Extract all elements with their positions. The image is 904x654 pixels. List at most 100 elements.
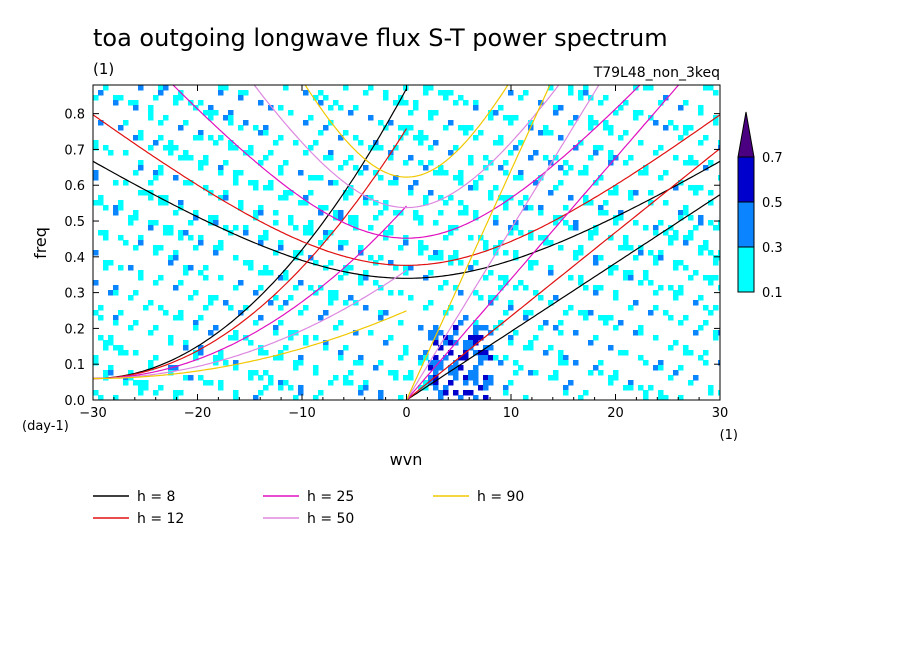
spectrum-cell xyxy=(493,295,499,301)
spectrum-cell xyxy=(683,350,689,356)
spectrum-cell xyxy=(113,395,119,400)
spectrum-cell xyxy=(123,180,129,186)
spectrum-cell xyxy=(213,140,219,146)
spectrum-cell xyxy=(253,290,259,296)
spectrum-cell xyxy=(303,225,309,231)
spectrum-cell xyxy=(268,300,274,306)
spectrum-cell xyxy=(438,170,444,176)
spectrum-cell xyxy=(293,395,299,400)
spectrum-cell xyxy=(683,210,689,216)
spectrum-cell xyxy=(508,150,514,156)
spectrum-cell xyxy=(163,85,169,91)
spectrum-cell xyxy=(698,325,704,331)
spectrum-cell xyxy=(323,235,329,241)
spectrum-cell xyxy=(463,210,469,216)
spectrum-cell xyxy=(178,280,184,286)
spectrum-cell xyxy=(473,340,479,346)
spectrum-cell xyxy=(243,305,249,311)
spectrum-cell xyxy=(643,270,649,276)
spectrum-cell xyxy=(208,115,214,121)
spectrum-cell xyxy=(268,380,274,386)
spectrum-cell xyxy=(278,320,284,326)
spectrum-cell xyxy=(228,305,234,311)
spectrum-cell xyxy=(333,100,339,106)
spectrum-cell xyxy=(278,355,284,361)
spectrum-cell xyxy=(418,250,424,256)
spectrum-cell xyxy=(708,160,714,166)
spectrum-cell xyxy=(378,210,384,216)
spectrum-cell xyxy=(653,150,659,156)
spectrum-cell xyxy=(393,145,399,151)
spectrum-cell xyxy=(298,360,304,366)
spectrum-cell xyxy=(568,225,574,231)
spectrum-cell xyxy=(343,375,349,381)
spectrum-cell xyxy=(648,310,654,316)
spectrum-cell xyxy=(248,265,254,271)
y-tick-label: 0.7 xyxy=(64,143,85,158)
spectrum-cell xyxy=(698,220,704,226)
spectrum-cell xyxy=(198,375,204,381)
spectrum-cell xyxy=(253,180,259,186)
spectrum-cell xyxy=(273,250,279,256)
x-tick-label: 30 xyxy=(712,406,729,421)
spectrum-cell xyxy=(668,345,674,351)
spectrum-cell xyxy=(563,170,569,176)
spectrum-cell xyxy=(553,185,559,191)
spectrum-cell xyxy=(603,200,609,206)
spectrum-cell xyxy=(348,190,354,196)
spectrum-cell xyxy=(563,310,569,316)
spectrum-cell xyxy=(698,250,704,256)
spectrum-cell xyxy=(188,265,194,271)
spectrum-cell xyxy=(438,330,444,336)
spectrum-cell xyxy=(458,200,464,206)
spectrum-cell xyxy=(193,350,199,356)
spectrum-cell xyxy=(278,385,284,391)
dispersion-curve-25 xyxy=(93,205,407,380)
spectrum-cell xyxy=(438,365,444,371)
spectrum-cell xyxy=(373,365,379,371)
spectrum-cell xyxy=(523,395,529,400)
spectrum-cell xyxy=(303,230,309,236)
spectrum-cell xyxy=(368,145,374,151)
spectrum-cell xyxy=(98,335,104,341)
spectrum-cell xyxy=(598,255,604,261)
spectrum-cell xyxy=(343,160,349,166)
spectrum-cell xyxy=(623,160,629,166)
dispersion-curve-12 xyxy=(93,114,720,266)
spectrum-cell xyxy=(378,360,384,366)
spectrum-cell xyxy=(718,140,720,146)
spectrum-cell xyxy=(573,360,579,366)
spectrum-cell xyxy=(128,265,134,271)
spectrum-cell xyxy=(233,255,239,261)
spectrum-cell xyxy=(288,335,294,341)
spectrum-cell xyxy=(303,90,309,96)
spectrum-cell xyxy=(648,190,654,196)
spectrum-cell xyxy=(343,380,349,386)
spectrum-cell xyxy=(108,290,114,296)
spectrum-cell xyxy=(338,135,344,141)
spectrum-cell xyxy=(708,220,714,226)
spectrum-cell xyxy=(503,170,509,176)
spectrum-cell xyxy=(563,220,569,226)
spectrum-cell xyxy=(458,355,464,361)
spectrum-cell xyxy=(413,105,419,111)
spectrum-cell xyxy=(598,285,604,291)
spectrum-cell xyxy=(448,370,454,376)
spectrum-cell xyxy=(423,200,429,206)
spectrum-cell xyxy=(158,245,164,251)
spectrum-cell xyxy=(708,280,714,286)
spectrum-cell xyxy=(653,260,659,266)
spectrum-cell xyxy=(443,170,449,176)
spectrum-cell xyxy=(203,160,209,166)
spectrum-cell xyxy=(198,165,204,171)
spectrum-cell xyxy=(228,145,234,151)
spectrum-cell xyxy=(598,205,604,211)
spectrum-cell xyxy=(428,160,434,166)
spectrum-cell xyxy=(443,200,449,206)
spectrum-cell xyxy=(278,135,284,141)
spectrum-cell xyxy=(713,335,719,341)
spectrum-cell xyxy=(223,85,229,91)
power-spectrum-field xyxy=(93,85,720,400)
spectrum-cell xyxy=(263,130,269,136)
spectrum-cell xyxy=(718,225,720,231)
